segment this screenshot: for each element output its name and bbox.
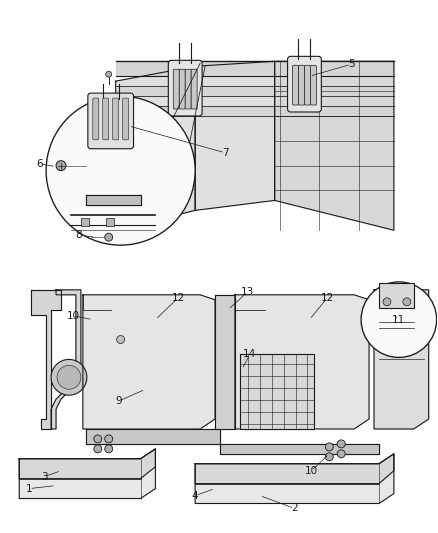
FancyBboxPatch shape: [298, 65, 304, 105]
Circle shape: [105, 435, 113, 443]
Text: 12: 12: [321, 293, 334, 303]
Polygon shape: [116, 86, 394, 96]
FancyBboxPatch shape: [103, 98, 109, 140]
FancyBboxPatch shape: [311, 65, 316, 105]
FancyBboxPatch shape: [123, 98, 129, 140]
Circle shape: [337, 440, 345, 448]
Polygon shape: [83, 295, 215, 429]
Circle shape: [46, 96, 195, 245]
Polygon shape: [116, 61, 394, 76]
Circle shape: [106, 71, 112, 77]
Circle shape: [296, 356, 304, 364]
Bar: [106, 219, 114, 226]
Circle shape: [105, 233, 113, 241]
FancyBboxPatch shape: [185, 69, 191, 109]
Circle shape: [94, 435, 102, 443]
Circle shape: [51, 359, 87, 395]
FancyBboxPatch shape: [293, 65, 298, 105]
Circle shape: [337, 450, 345, 458]
FancyBboxPatch shape: [179, 69, 185, 109]
Text: 14: 14: [243, 350, 256, 359]
FancyBboxPatch shape: [304, 65, 311, 105]
Circle shape: [94, 445, 102, 453]
Polygon shape: [51, 290, 81, 429]
Polygon shape: [240, 354, 314, 429]
FancyBboxPatch shape: [168, 60, 202, 116]
Polygon shape: [116, 106, 394, 116]
FancyBboxPatch shape: [173, 69, 179, 109]
Text: 13: 13: [241, 287, 254, 297]
Polygon shape: [86, 196, 141, 205]
Polygon shape: [374, 290, 429, 429]
Text: 10: 10: [305, 466, 318, 475]
Polygon shape: [195, 61, 275, 211]
Polygon shape: [19, 449, 155, 479]
Circle shape: [361, 282, 437, 358]
Text: 7: 7: [222, 148, 228, 158]
FancyBboxPatch shape: [113, 98, 119, 140]
Text: 8: 8: [76, 230, 82, 240]
Circle shape: [105, 445, 113, 453]
Polygon shape: [31, 290, 61, 429]
Bar: [379, 283, 414, 308]
Polygon shape: [19, 449, 155, 498]
FancyBboxPatch shape: [288, 56, 321, 112]
Text: 12: 12: [172, 293, 185, 303]
Text: 11: 11: [392, 314, 406, 325]
Text: 9: 9: [115, 396, 122, 406]
FancyBboxPatch shape: [93, 98, 99, 140]
Polygon shape: [195, 454, 394, 483]
Circle shape: [383, 298, 391, 306]
Text: 6: 6: [36, 159, 42, 168]
Text: 10: 10: [67, 311, 79, 321]
FancyBboxPatch shape: [88, 93, 134, 149]
Circle shape: [403, 298, 411, 306]
Polygon shape: [86, 429, 220, 444]
Polygon shape: [195, 454, 394, 504]
Text: 5: 5: [348, 59, 354, 69]
Circle shape: [325, 453, 333, 461]
Polygon shape: [116, 66, 195, 230]
Circle shape: [56, 160, 66, 171]
Polygon shape: [220, 444, 379, 454]
Text: 3: 3: [41, 472, 47, 482]
Circle shape: [117, 336, 124, 343]
Text: 4: 4: [192, 490, 198, 500]
FancyBboxPatch shape: [191, 69, 197, 109]
Text: 2: 2: [291, 504, 298, 513]
Circle shape: [325, 443, 333, 451]
Polygon shape: [215, 295, 235, 429]
Text: 1: 1: [26, 483, 32, 494]
Bar: [81, 219, 89, 226]
Circle shape: [57, 365, 81, 389]
Polygon shape: [235, 295, 369, 429]
Polygon shape: [275, 61, 394, 230]
